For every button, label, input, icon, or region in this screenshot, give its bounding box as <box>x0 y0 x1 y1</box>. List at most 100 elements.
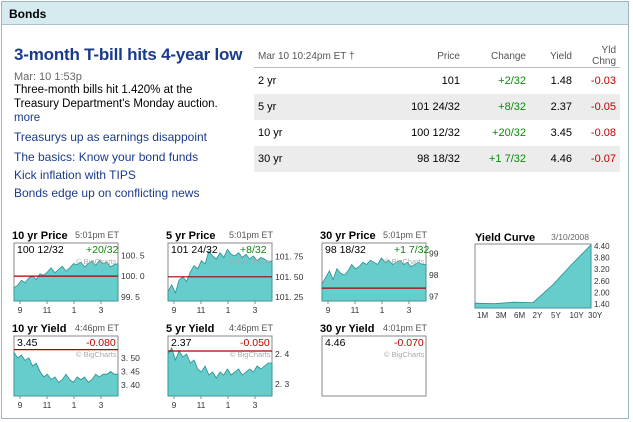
x-tick-label: 9 <box>172 305 177 315</box>
col-header-change: Change <box>464 45 530 68</box>
y-tick-label: 101. 75 <box>275 252 304 262</box>
row-term: 10 yr <box>258 127 283 139</box>
x-tick-label: 11 <box>197 400 206 410</box>
chart-value: 100 12/32 <box>17 244 64 256</box>
chart-change: -0.080 <box>86 337 116 349</box>
chart-30yr-price[interactable]: 30 yr Price 5:01pm ET 99 98 97 9 11 1 3 98 18/32 +… <box>320 228 470 318</box>
x-tick-label: 1M <box>477 311 488 320</box>
x-tick-label: 9 <box>18 400 23 410</box>
chart-svg: 5 yr Price 5:01pm ET 101. 75 101. 50 101. 25… <box>166 230 304 315</box>
chart-title: 10 yr Price <box>12 230 68 242</box>
story-link-conflicting-news[interactable]: Bonds edge up on conflicting news <box>14 186 200 200</box>
chart-watermark: © BigCharts <box>230 350 271 359</box>
col-header-yld-chng: Yld Chng <box>576 45 620 68</box>
chart-time: 5:01pm ET <box>229 230 274 240</box>
chart-time: 4:46pm ET <box>229 323 274 333</box>
chart-watermark: © BigCharts <box>384 350 425 359</box>
x-tick-label: 1 <box>226 305 231 315</box>
x-tick-label: 3 <box>253 305 258 315</box>
x-tick-label: 1 <box>72 305 77 315</box>
row-change: +20/32 <box>492 127 526 139</box>
row-yield: 4.46 <box>530 146 576 172</box>
story-link-tips[interactable]: Kick inflation with TIPS <box>14 168 136 182</box>
price-area <box>167 248 273 302</box>
table-row[interactable]: 30 yr 98 18/32 +1 7/32 4.46 -0.07 <box>254 146 620 172</box>
row-yld-chng: -0.07 <box>576 146 620 172</box>
x-tick-label: 1 <box>380 305 385 315</box>
row-price: 98 18/32 <box>392 146 464 172</box>
y-tick-label: 97 <box>429 292 439 302</box>
row-change: +2/32 <box>498 75 526 87</box>
chart-change: -0.070 <box>394 337 424 349</box>
chart-time: 4:46pm ET <box>75 323 120 333</box>
table-row[interactable]: 5 yr 101 24/32 +8/32 2.37 -0.05 <box>254 94 620 120</box>
row-yld-chng: -0.08 <box>590 127 616 139</box>
y-tick-label: 99 <box>429 249 439 259</box>
chart-title: 30 yr Yield <box>320 323 374 335</box>
chart-title: 30 yr Price <box>320 230 376 242</box>
yield-curve-svg: Yield Curve 3/10/2008 4.40 3.80 3.20 2.60 2.00… <box>474 232 610 320</box>
x-tick-label: 9 <box>326 305 331 315</box>
x-tick-label: 11 <box>43 400 52 410</box>
x-tick-label: 3M <box>496 311 507 320</box>
price-area <box>321 257 427 302</box>
chart-yield-curve[interactable]: Yield Curve 3/10/2008 4.40 3.80 3.20 2.60 2.00… <box>473 230 621 322</box>
more-link[interactable]: more <box>14 112 41 124</box>
story-link-bond-funds[interactable]: The basics: Know your bond funds <box>14 150 199 164</box>
chart-value: 4.46 <box>325 337 346 349</box>
chart-5yr-yield[interactable]: 5 yr Yield 4:46pm ET 2. 4 2. 3 9 11 1 3 2.37 -0.0… <box>166 321 316 413</box>
chart-title: 5 yr Price <box>166 230 216 242</box>
chart-change: +20/32 <box>86 244 119 256</box>
x-tick-label: 11 <box>351 305 360 315</box>
chart-5yr-price[interactable]: 5 yr Price 5:01pm ET 101. 75 101. 50 101. 25… <box>166 228 316 318</box>
bond-quote-table: Mar 10 10:24pm ET † Price Change Yield Y… <box>254 45 620 172</box>
y-tick-label: 1.40 <box>594 300 610 309</box>
chart-svg: 5 yr Yield 4:46pm ET2. 42. 39 11 1 32.37 -0.0… <box>166 323 289 410</box>
chart-svg: 10 yr Yield 4:46pm ET3. 503. 453. 409 11 1 3… <box>12 323 140 410</box>
table-row[interactable]: 10 yr 100 12/32 +20/32 3.45 -0.08 <box>254 120 620 146</box>
x-tick-label: 9 <box>18 305 23 315</box>
x-tick-label: 3 <box>253 400 258 410</box>
x-tick-label: 2Y <box>533 311 543 320</box>
chart-change: +1 7/32 <box>394 244 429 256</box>
row-yield: 3.45 <box>550 127 572 139</box>
chart-10yr-yield[interactable]: 10 yr Yield 4:46pm ET 3. 50 3. 45 3. 40 9 11 1 3… <box>12 321 162 413</box>
x-tick-label: 11 <box>197 305 206 315</box>
row-yield: 1.48 <box>550 75 572 87</box>
story-summary: Three-month bills hit 1.420% at the Trea… <box>14 83 239 125</box>
chart-title: Yield Curve <box>475 232 535 244</box>
price-area <box>13 259 119 302</box>
x-tick-label: 5Y <box>551 311 561 320</box>
chart-title: 10 yr Yield <box>12 323 66 335</box>
y-tick-label: 101. 50 <box>275 272 304 282</box>
chart-title: 5 yr Yield <box>166 323 214 335</box>
row-price: 101 24/32 <box>392 94 464 120</box>
row-term: 2 yr <box>258 75 277 87</box>
story-link-earnings[interactable]: Treasurys up as earnings disappoint <box>14 130 207 144</box>
chart-10yr-price[interactable]: 10 yr Price 5:01pm ET 100. 5 100. 0 99. 5 9 11… <box>12 228 162 318</box>
row-term: 30 yr <box>254 146 392 172</box>
widget-header: Bonds <box>2 2 628 25</box>
x-tick-label: 11 <box>43 305 52 315</box>
x-tick-label: 1 <box>226 400 231 410</box>
y-tick-label: 101. 25 <box>275 292 304 302</box>
y-tick-label: 3. 40 <box>121 380 140 390</box>
chart-watermark: © BigCharts <box>384 257 425 266</box>
col-header-price: Price <box>392 45 464 68</box>
chart-watermark: © BigCharts <box>76 350 117 359</box>
x-tick-label: 3 <box>407 305 412 315</box>
chart-value: 3.45 <box>17 337 38 349</box>
table-row[interactable]: 2 yr 101 +2/32 1.48 -0.03 <box>254 68 620 95</box>
chart-30yr-yield[interactable]: 30 yr Yield 4:01pm ET 4.46 -0.070 © BigChart… <box>320 321 470 413</box>
story-headline[interactable]: 3-month T-bill hits 4-year low <box>14 45 243 64</box>
price-area <box>167 347 273 397</box>
price-area <box>13 351 119 397</box>
y-tick-label: 2.00 <box>594 288 610 297</box>
y-tick-label: 4.40 <box>594 242 610 251</box>
story-dateline: Mar: 10 1:53p <box>14 71 82 83</box>
x-tick-label: 10Y <box>570 311 585 320</box>
col-header-yield: Yield <box>530 45 576 68</box>
